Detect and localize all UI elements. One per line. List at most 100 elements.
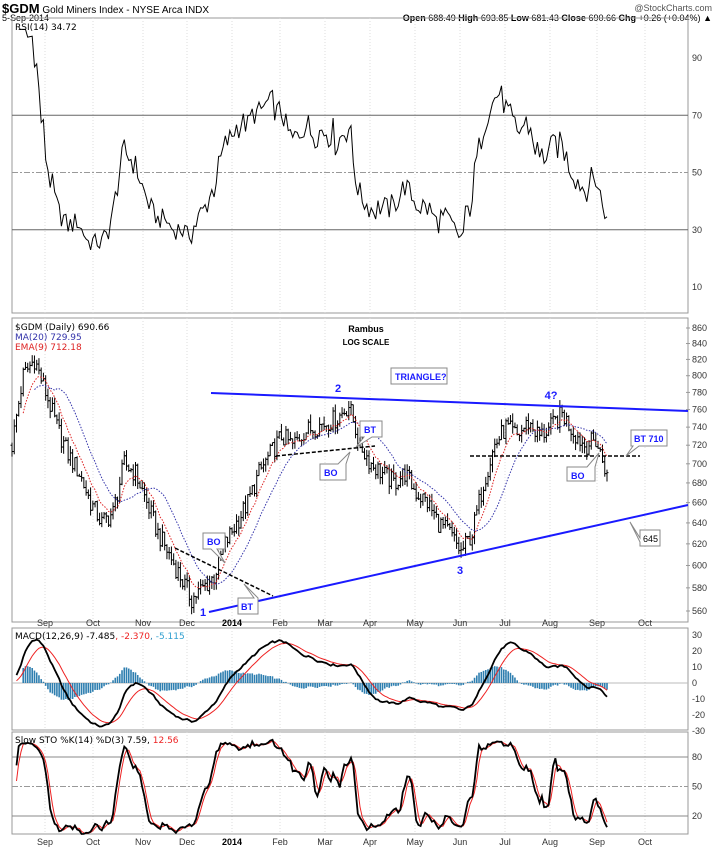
price-bar <box>71 449 75 473</box>
macd-hist-bar <box>330 683 332 687</box>
macd-hist-bar <box>316 683 319 688</box>
macd-hist-bar <box>516 680 518 683</box>
price-bar <box>10 442 14 457</box>
macd-hist-bar <box>38 675 40 683</box>
macd-hist-bar <box>550 683 552 687</box>
macd-hist-bar <box>404 682 406 683</box>
callout-text: 645 <box>643 534 658 544</box>
macd-hist-bar <box>186 683 188 687</box>
price-bar <box>89 487 93 516</box>
macd-hist-bar <box>493 666 496 683</box>
price-bar <box>567 415 571 432</box>
macd-hist-bar <box>592 683 595 687</box>
rsi-tick-label: 30 <box>692 225 702 235</box>
price-bar <box>324 425 328 432</box>
price-bar <box>174 559 178 580</box>
price-bar <box>149 500 153 519</box>
month-label: Mar <box>317 618 333 628</box>
macd-hist-bar <box>264 675 267 683</box>
month-label: Apr <box>363 837 377 847</box>
price-bar <box>401 468 405 487</box>
macd-hist-bar <box>118 673 121 683</box>
month-label: May <box>406 618 424 628</box>
price-bar <box>354 415 358 439</box>
macd-hist-bar <box>386 683 388 688</box>
rsi-legend: RSI(14) 34.72 <box>15 23 77 33</box>
macd-hist-bar <box>498 667 501 683</box>
price-bar <box>266 451 270 466</box>
price-tick-label: 860 <box>692 323 707 333</box>
month-label: Sep <box>589 837 605 847</box>
macd-hist-bar <box>505 669 507 683</box>
macd-hist-bar <box>446 683 449 685</box>
price-bar <box>239 510 243 529</box>
price-bar <box>235 514 239 534</box>
macd-hist-bar <box>154 683 157 690</box>
macd-hist-bar <box>296 683 298 688</box>
macd-hist-bar <box>489 668 492 683</box>
price-bar <box>291 438 295 450</box>
price-bar <box>232 523 236 537</box>
macd-hist-bar <box>163 683 166 691</box>
macd-hist-bar <box>574 683 577 691</box>
price-bar <box>297 434 301 442</box>
macd-hist-bar <box>278 678 280 683</box>
macd-hist-bar <box>426 683 429 685</box>
macd-hist-bar <box>603 683 606 690</box>
macd-signal-value: -2.370 <box>121 632 150 642</box>
macd-hist-bar <box>123 667 126 683</box>
macd-hist-bar <box>132 672 135 683</box>
macd-hist-bar <box>437 683 440 687</box>
macd-hist-bar <box>294 683 296 687</box>
macd-hist-bar <box>545 683 548 690</box>
price-bar <box>28 361 32 374</box>
price-bar <box>327 424 331 438</box>
symbol: $GDM <box>2 1 40 16</box>
macd-hist-bar <box>413 682 415 683</box>
price-bar <box>21 367 25 397</box>
macd-hist-bar <box>40 679 42 683</box>
macd-hist-bar <box>556 683 559 686</box>
rsi-tick-label: 50 <box>692 168 702 178</box>
macd-hist-bar <box>455 683 458 685</box>
macd-hist-bar <box>237 672 240 683</box>
price-bar <box>230 527 234 535</box>
macd-hist-bar <box>415 683 417 684</box>
macd-hist-bar <box>26 666 29 683</box>
price-bar <box>363 448 367 460</box>
macd-hist-bar <box>87 683 90 693</box>
macd-tick-label: 0 <box>692 678 697 688</box>
price-bar <box>187 575 191 607</box>
price-bar <box>12 419 16 455</box>
macd-hist-bar <box>107 683 110 685</box>
macd-hist-bar <box>559 683 561 684</box>
wave-1-label: 1 <box>200 607 206 619</box>
price-tick-label: 640 <box>692 518 707 528</box>
price-bar <box>295 431 299 441</box>
triangle-upper-trendline <box>210 392 689 412</box>
macd-hist-bar <box>307 683 310 687</box>
macd-hist-bar <box>222 671 224 683</box>
macd-hist-bar <box>336 683 339 686</box>
macd-hist-bar <box>246 673 249 683</box>
rambus-title: Rambus <box>348 324 384 334</box>
price-bar <box>340 407 344 419</box>
macd-hist-bar <box>321 683 323 687</box>
macd-hist-bar <box>228 670 231 683</box>
macd-hist-bar <box>552 683 554 686</box>
price-bar <box>493 438 497 458</box>
price-bar <box>37 358 41 375</box>
price-bar <box>84 480 88 496</box>
price-bar <box>129 468 133 473</box>
macd-hist-bar <box>606 683 608 690</box>
macd-hist-bar <box>269 675 272 683</box>
macd-hist-bar <box>152 683 155 687</box>
downtrend-breakout-line <box>174 547 274 597</box>
macd-hist-bar <box>475 675 478 683</box>
price-bar <box>419 493 423 509</box>
price-bar <box>246 494 250 516</box>
wave-4-label: 4? <box>545 390 558 402</box>
macd-hist-bar <box>258 673 260 683</box>
price-bar <box>208 575 212 595</box>
